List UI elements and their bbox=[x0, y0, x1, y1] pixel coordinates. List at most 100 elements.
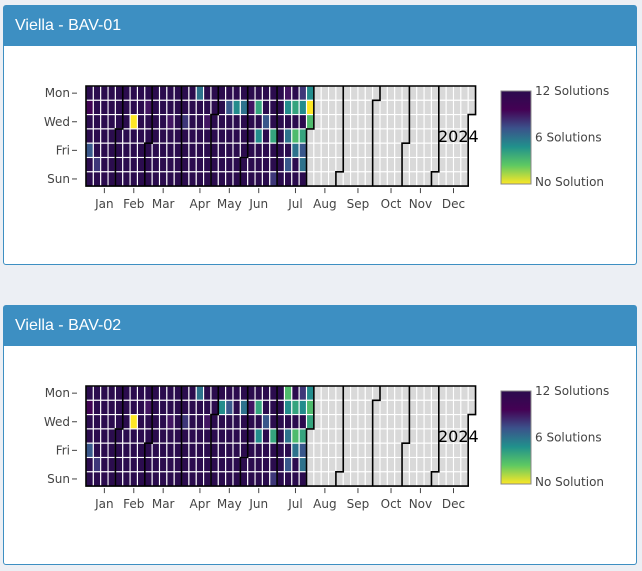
day-cell[interactable] bbox=[239, 442, 249, 459]
day-cell[interactable] bbox=[100, 414, 109, 430]
day-cell[interactable] bbox=[379, 114, 388, 130]
day-cell[interactable] bbox=[305, 142, 315, 159]
day-cell[interactable] bbox=[151, 456, 161, 473]
day-cell[interactable] bbox=[320, 171, 330, 187]
day-cell[interactable] bbox=[144, 471, 153, 487]
day-cell[interactable] bbox=[283, 428, 293, 444]
day-cell[interactable] bbox=[460, 399, 469, 416]
day-cell[interactable] bbox=[107, 128, 116, 144]
day-cell[interactable] bbox=[122, 414, 131, 430]
day-cell[interactable] bbox=[342, 442, 352, 459]
day-cell[interactable] bbox=[327, 142, 337, 159]
day-cell[interactable] bbox=[313, 428, 322, 444]
day-cell[interactable] bbox=[283, 85, 293, 101]
day-cell[interactable] bbox=[423, 456, 433, 473]
day-cell[interactable] bbox=[203, 471, 212, 487]
day-cell[interactable] bbox=[85, 128, 94, 144]
day-cell[interactable] bbox=[401, 385, 410, 401]
day-cell[interactable] bbox=[247, 442, 256, 459]
day-cell[interactable] bbox=[401, 171, 410, 187]
day-cell[interactable] bbox=[239, 142, 249, 159]
day-cell[interactable] bbox=[335, 99, 344, 116]
day-cell[interactable] bbox=[423, 471, 433, 487]
day-cell[interactable] bbox=[416, 142, 425, 159]
day-cell[interactable] bbox=[445, 456, 455, 473]
day-cell[interactable] bbox=[254, 114, 263, 130]
day-cell[interactable] bbox=[408, 142, 418, 159]
day-cell[interactable] bbox=[467, 399, 477, 416]
day-cell[interactable] bbox=[372, 414, 381, 430]
day-cell[interactable] bbox=[313, 128, 322, 144]
day-cell[interactable] bbox=[386, 428, 396, 444]
day-cell[interactable] bbox=[283, 471, 293, 487]
day-cell[interactable] bbox=[173, 156, 183, 173]
day-cell[interactable] bbox=[122, 99, 131, 116]
day-cell[interactable] bbox=[100, 442, 109, 459]
day-cell[interactable] bbox=[239, 471, 249, 487]
day-cell[interactable] bbox=[423, 171, 433, 187]
day-cell[interactable] bbox=[379, 456, 388, 473]
day-cell[interactable] bbox=[460, 471, 469, 487]
day-cell[interactable] bbox=[350, 456, 359, 473]
day-cell[interactable] bbox=[276, 399, 286, 416]
day-cell[interactable] bbox=[85, 428, 94, 444]
day-cell[interactable] bbox=[129, 114, 138, 130]
day-cell[interactable] bbox=[129, 442, 138, 459]
day-cell[interactable] bbox=[305, 85, 315, 101]
day-cell[interactable] bbox=[423, 414, 433, 430]
day-cell[interactable] bbox=[320, 456, 330, 473]
day-cell[interactable] bbox=[416, 399, 425, 416]
day-cell[interactable] bbox=[401, 99, 410, 116]
day-cell[interactable] bbox=[158, 156, 168, 173]
day-cell[interactable] bbox=[313, 156, 322, 173]
day-cell[interactable] bbox=[129, 156, 138, 173]
day-cell[interactable] bbox=[188, 156, 197, 173]
day-cell[interactable] bbox=[291, 456, 300, 473]
day-cell[interactable] bbox=[136, 142, 146, 159]
day-cell[interactable] bbox=[210, 99, 219, 116]
day-cell[interactable] bbox=[247, 399, 256, 416]
day-cell[interactable] bbox=[438, 399, 447, 416]
day-cell[interactable] bbox=[254, 414, 263, 430]
day-cell[interactable] bbox=[401, 414, 410, 430]
day-cell[interactable] bbox=[232, 85, 241, 101]
day-cell[interactable] bbox=[158, 385, 168, 401]
day-cell[interactable] bbox=[372, 171, 381, 187]
day-cell[interactable] bbox=[254, 471, 263, 487]
day-cell[interactable] bbox=[247, 156, 256, 173]
day-cell[interactable] bbox=[195, 385, 205, 401]
day-cell[interactable] bbox=[283, 171, 293, 187]
day-cell[interactable] bbox=[460, 85, 469, 101]
day-cell[interactable] bbox=[181, 99, 190, 116]
day-cell[interactable] bbox=[107, 171, 116, 187]
day-cell[interactable] bbox=[350, 385, 359, 401]
day-cell[interactable] bbox=[217, 399, 227, 416]
day-cell[interactable] bbox=[438, 456, 447, 473]
day-cell[interactable] bbox=[320, 385, 330, 401]
day-cell[interactable] bbox=[394, 171, 403, 187]
day-cell[interactable] bbox=[210, 428, 219, 444]
day-cell[interactable] bbox=[298, 128, 308, 144]
day-cell[interactable] bbox=[217, 128, 227, 144]
day-cell[interactable] bbox=[445, 471, 455, 487]
day-cell[interactable] bbox=[305, 385, 315, 401]
day-cell[interactable] bbox=[166, 156, 175, 173]
day-cell[interactable] bbox=[114, 114, 124, 130]
day-cell[interactable] bbox=[247, 114, 256, 130]
day-cell[interactable] bbox=[151, 414, 161, 430]
day-cell[interactable] bbox=[438, 99, 447, 116]
day-cell[interactable] bbox=[276, 156, 286, 173]
day-cell[interactable] bbox=[136, 414, 146, 430]
day-cell[interactable] bbox=[158, 428, 168, 444]
day-cell[interactable] bbox=[232, 385, 241, 401]
day-cell[interactable] bbox=[408, 399, 418, 416]
day-cell[interactable] bbox=[217, 471, 227, 487]
day-cell[interactable] bbox=[239, 385, 249, 401]
day-cell[interactable] bbox=[195, 414, 205, 430]
day-cell[interactable] bbox=[372, 85, 381, 101]
day-cell[interactable] bbox=[210, 171, 219, 187]
day-cell[interactable] bbox=[327, 442, 337, 459]
day-cell[interactable] bbox=[181, 85, 190, 101]
day-cell[interactable] bbox=[416, 85, 425, 101]
day-cell[interactable] bbox=[151, 142, 161, 159]
